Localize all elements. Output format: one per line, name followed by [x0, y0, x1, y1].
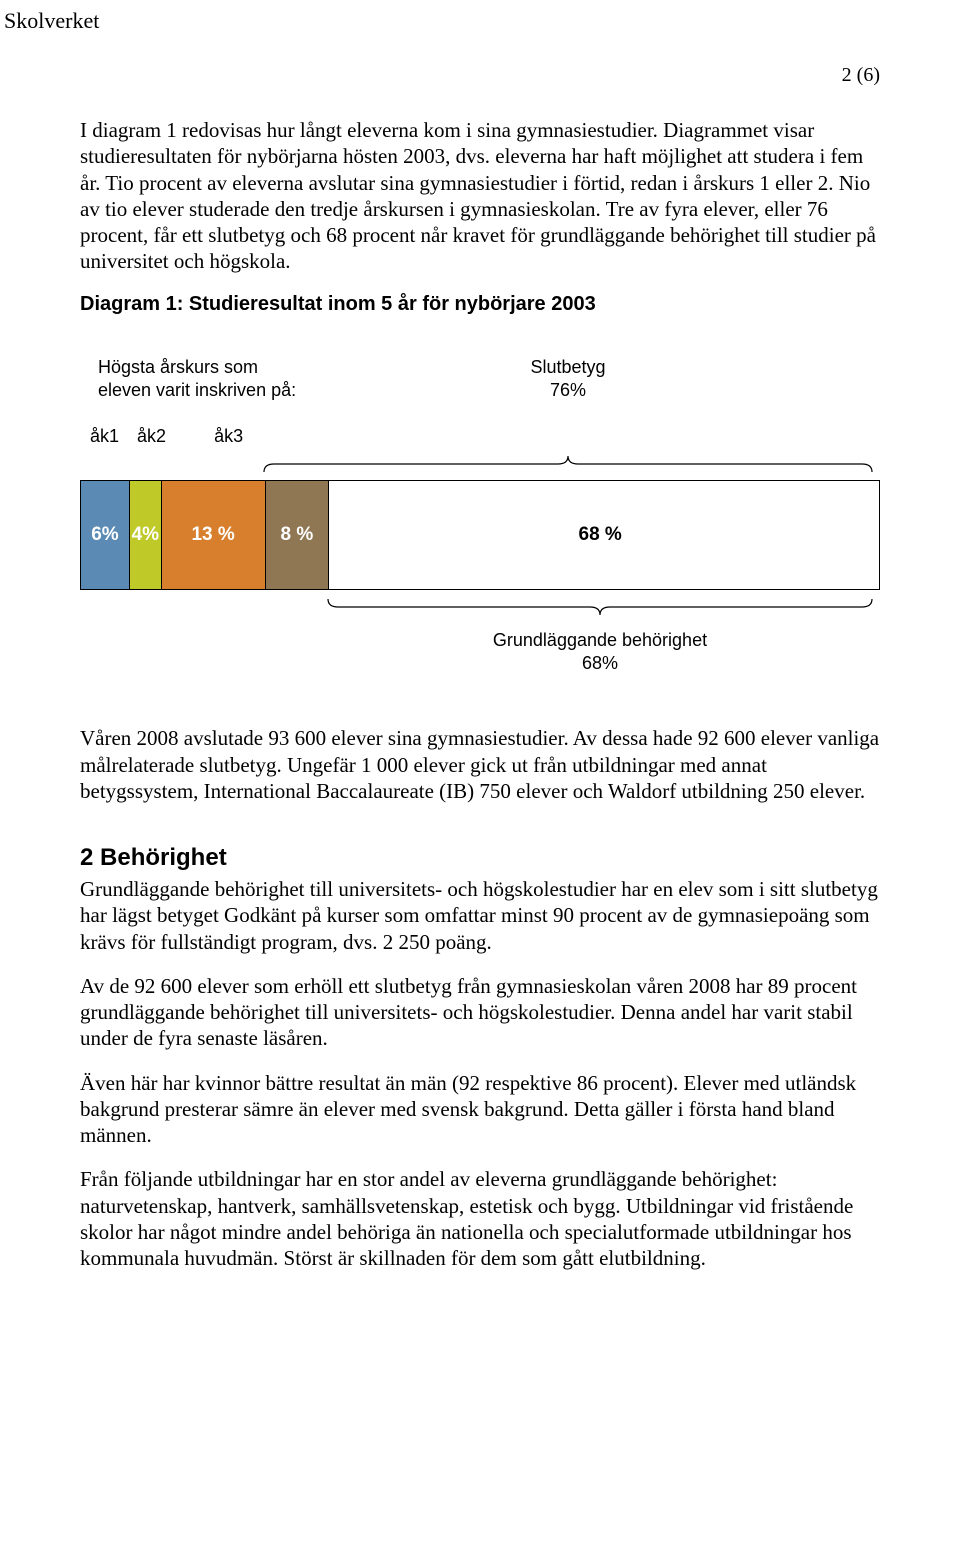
section-heading-behorighet: 2 Behörighet: [80, 844, 880, 872]
paragraph-2: Våren 2008 avslutade 93 600 elever sina …: [80, 725, 880, 804]
bottom-callout: Grundläggande behörighet 68%: [480, 629, 720, 676]
diagram-title: Diagram 1: Studieresultat inom 5 år för …: [80, 293, 880, 316]
page-counter: 2 (6): [80, 64, 880, 87]
ak-labels: åk1 åk2 åk3: [90, 426, 880, 447]
paragraph-6: Från följande utbildningar har en stor a…: [80, 1166, 880, 1271]
legend-left: Högsta årskurs som eleven varit inskrive…: [98, 356, 296, 403]
top-callout: Slutbetyg 76%: [518, 356, 618, 403]
document-page: Skolverket 2 (6) I diagram 1 redovisas h…: [0, 0, 960, 1349]
top-callout-line1: Slutbetyg: [530, 357, 605, 377]
bottom-brace-row: [80, 596, 880, 623]
ak-label-3: åk3: [214, 426, 243, 447]
bar-segment-2: 13 %: [161, 481, 265, 589]
stacked-bar: 6%4%13 %8 %68 %: [80, 480, 880, 590]
paragraph-1: I diagram 1 redovisas hur långt eleverna…: [80, 117, 880, 275]
top-brace-icon: [80, 453, 880, 475]
bar-segment-0: 6%: [81, 481, 129, 589]
top-callout-line2: 76%: [550, 380, 586, 400]
paragraph-4: Av de 92 600 elever som erhöll ett slutb…: [80, 973, 880, 1052]
bottom-callout-line2: 68%: [582, 653, 618, 673]
legend-left-line2: eleven varit inskriven på:: [98, 380, 296, 400]
legend-left-line1: Högsta årskurs som: [98, 357, 258, 377]
diagram-1: Högsta årskurs som eleven varit inskrive…: [80, 356, 880, 676]
diagram-upper-area: Högsta årskurs som eleven varit inskrive…: [80, 356, 880, 426]
org-name: Skolverket: [2, 0, 880, 34]
bar-segment-1: 4%: [129, 481, 161, 589]
bar-segment-3: 8 %: [265, 481, 329, 589]
ak-label-2: åk2: [137, 426, 166, 447]
bottom-callout-line1: Grundläggande behörighet: [493, 630, 707, 650]
ak-label-1: åk1: [90, 426, 119, 447]
top-brace-row: [80, 453, 880, 480]
paragraph-5: Även här har kvinnor bättre resultat än …: [80, 1070, 880, 1149]
bar-segment-4: 68 %: [328, 481, 871, 589]
paragraph-3: Grundläggande behörighet till universite…: [80, 876, 880, 955]
bottom-brace-icon: [80, 596, 880, 618]
